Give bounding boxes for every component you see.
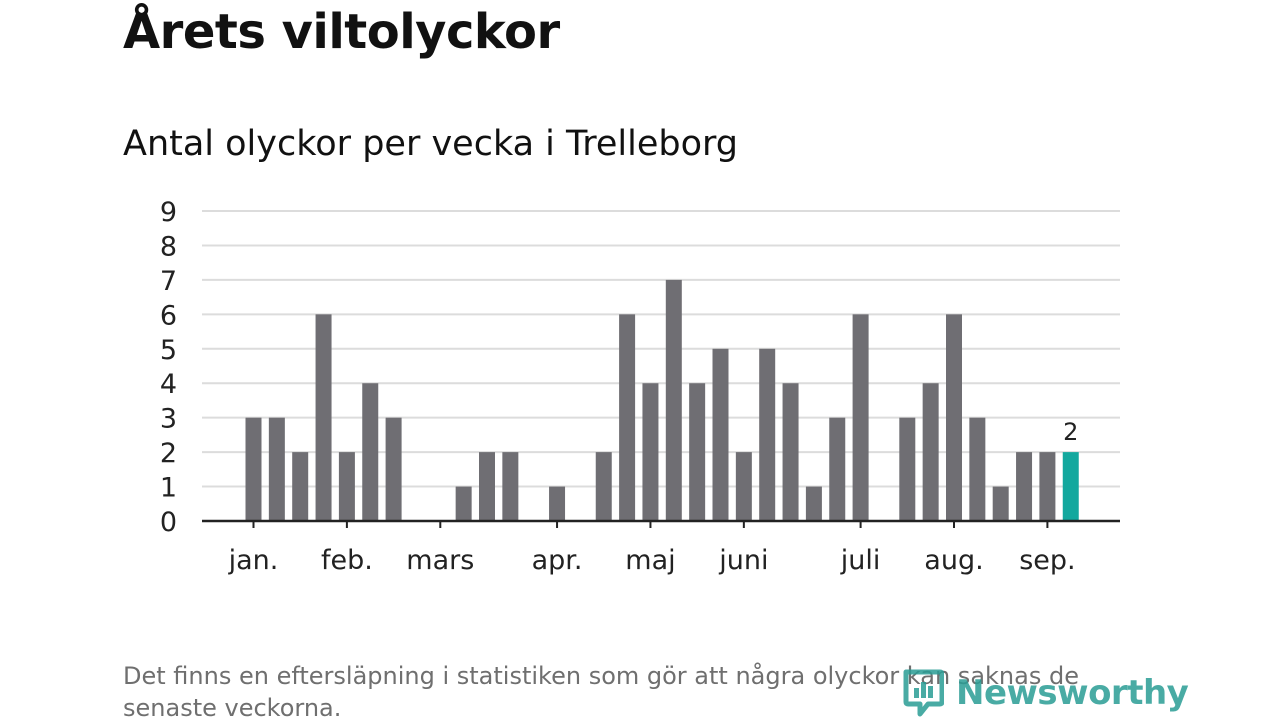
bar bbox=[362, 383, 379, 521]
x-tick-label: jan. bbox=[228, 545, 279, 576]
bar bbox=[805, 486, 822, 521]
bar bbox=[549, 486, 566, 521]
newsworthy-logo-icon bbox=[903, 669, 944, 717]
y-tick-label: 0 bbox=[160, 507, 177, 538]
bar bbox=[619, 314, 636, 521]
bar bbox=[1016, 452, 1033, 521]
y-tick-label: 5 bbox=[160, 335, 177, 366]
y-tick-label: 3 bbox=[160, 404, 177, 435]
bar bbox=[946, 314, 962, 521]
bar-highlight bbox=[1062, 452, 1079, 521]
bar bbox=[829, 417, 846, 521]
chart-title: Årets viltolyckor bbox=[123, 4, 560, 60]
y-tick-label: 9 bbox=[160, 197, 177, 228]
bar bbox=[315, 314, 332, 521]
x-tick-label: mars bbox=[406, 545, 474, 576]
chart-subtitle: Antal olyckor per vecka i Trelleborg bbox=[123, 124, 739, 164]
y-tick-label: 1 bbox=[160, 473, 177, 504]
brand-name: Newsworthy bbox=[956, 673, 1189, 713]
x-tick-label: sep. bbox=[1019, 545, 1075, 576]
y-axis-labels: 01 23 45 67 89 bbox=[160, 197, 177, 538]
bar bbox=[1039, 452, 1056, 521]
gridlines bbox=[202, 210, 1120, 488]
bar bbox=[338, 452, 355, 521]
bar bbox=[712, 348, 729, 521]
bar bbox=[292, 452, 309, 521]
x-axis-labels: jan. feb. mars apr. maj juni juli aug. sep. bbox=[228, 545, 1076, 576]
bar bbox=[899, 417, 916, 521]
x-tick-label: juli bbox=[840, 545, 881, 576]
y-tick-label: 8 bbox=[160, 231, 177, 262]
x-tick-label: apr. bbox=[532, 545, 583, 576]
bar bbox=[782, 383, 799, 521]
bar bbox=[969, 417, 986, 521]
x-axis bbox=[202, 519, 1120, 528]
bar bbox=[502, 452, 519, 521]
x-tick-label: maj bbox=[625, 545, 675, 576]
x-tick-label: feb. bbox=[321, 545, 373, 576]
bar bbox=[595, 452, 612, 521]
bar bbox=[735, 452, 752, 521]
bar bbox=[665, 279, 682, 521]
y-tick-label: 4 bbox=[160, 369, 177, 400]
bar bbox=[479, 452, 495, 521]
x-tick-label: aug. bbox=[924, 545, 983, 576]
bar bbox=[852, 314, 869, 521]
bar-value-label: 2 bbox=[1063, 418, 1078, 446]
bars: 2 bbox=[245, 279, 1079, 521]
bar bbox=[268, 417, 285, 521]
brand-logo: Newsworthy bbox=[902, 668, 1189, 718]
y-tick-label: 6 bbox=[160, 300, 177, 331]
bar bbox=[245, 417, 262, 521]
bar bbox=[992, 486, 1009, 521]
footnote: Det finns en eftersläpning i statistiken… bbox=[123, 662, 1079, 720]
x-tick-label: juni bbox=[718, 545, 768, 576]
bar bbox=[642, 383, 659, 521]
bar bbox=[922, 383, 939, 521]
bar bbox=[385, 417, 402, 521]
y-tick-label: 2 bbox=[160, 438, 177, 469]
y-tick-label: 7 bbox=[160, 266, 177, 297]
bar bbox=[689, 383, 706, 521]
bar bbox=[455, 486, 472, 521]
bar bbox=[759, 348, 776, 521]
